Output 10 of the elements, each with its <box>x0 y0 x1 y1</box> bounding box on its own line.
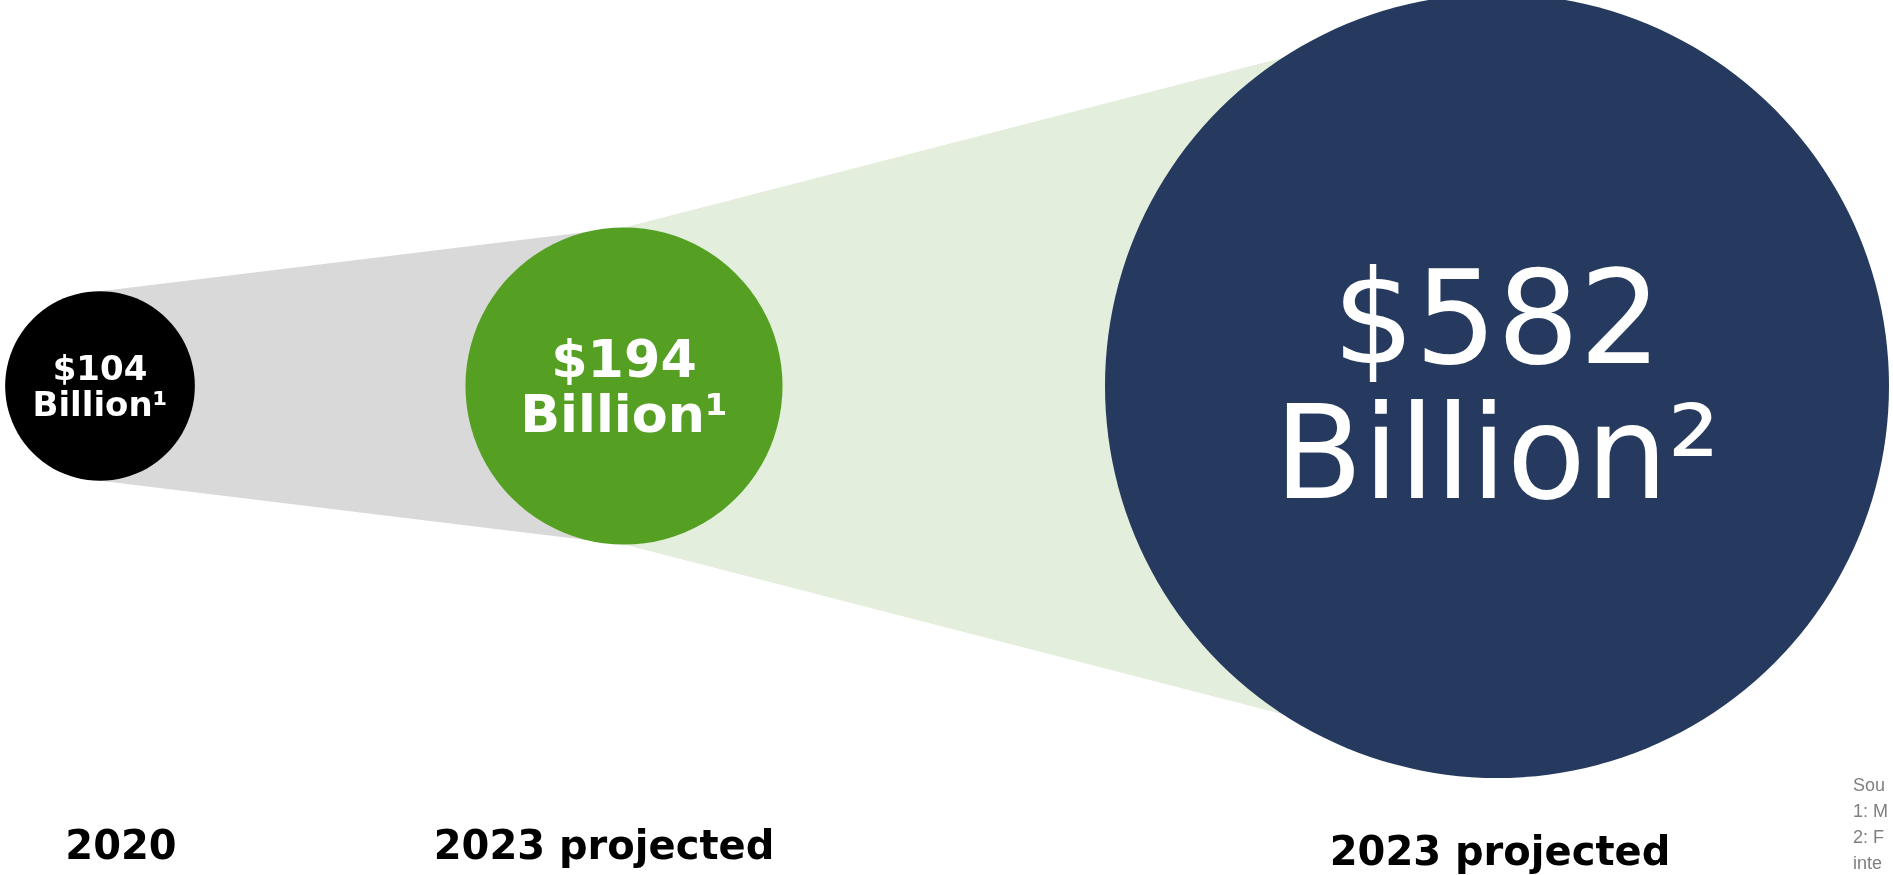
text: 1: M <box>1853 801 1889 821</box>
data-label: $582 Billion² <box>1274 242 1720 530</box>
text: inte <box>1853 853 1883 873</box>
text: Sou <box>1853 775 1886 795</box>
category-label: 2023 projected <box>433 822 775 868</box>
category-label: 2020 <box>65 822 177 868</box>
category-label: 2023 projected <box>1329 828 1671 874</box>
data-label: $194 Billion¹ <box>520 328 728 444</box>
text: 2: F <box>1853 827 1885 847</box>
data-label: $104 Billion¹ <box>32 348 168 424</box>
